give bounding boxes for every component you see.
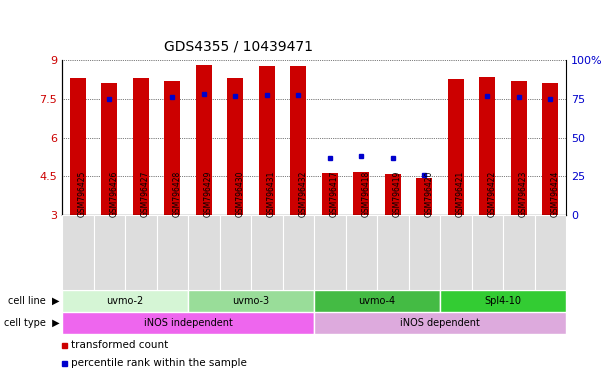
Text: GSM796430: GSM796430 — [235, 171, 244, 217]
Bar — [188, 290, 314, 312]
Bar — [440, 215, 472, 290]
Bar — [196, 65, 211, 215]
Text: percentile rank within the sample: percentile rank within the sample — [71, 358, 247, 368]
Text: GSM796429: GSM796429 — [203, 171, 213, 217]
Text: GSM796417: GSM796417 — [330, 171, 338, 217]
Bar — [125, 215, 156, 290]
Bar — [62, 312, 314, 334]
Bar — [314, 312, 566, 334]
Text: GSM796427: GSM796427 — [141, 171, 150, 217]
Text: GSM796432: GSM796432 — [298, 171, 307, 217]
Bar — [164, 81, 180, 215]
Bar — [62, 290, 188, 312]
Bar — [156, 215, 188, 290]
Bar — [314, 290, 440, 312]
Text: GSM796419: GSM796419 — [393, 171, 402, 217]
Text: GSM796424: GSM796424 — [551, 171, 559, 217]
Text: uvmo-2: uvmo-2 — [106, 296, 144, 306]
Text: uvmo-4: uvmo-4 — [359, 296, 395, 306]
Bar — [219, 215, 251, 290]
Bar — [322, 173, 338, 215]
Bar — [227, 78, 243, 215]
Bar — [416, 177, 432, 215]
Text: GSM796421: GSM796421 — [456, 171, 465, 217]
Text: GSM796428: GSM796428 — [172, 171, 181, 217]
Bar — [259, 66, 274, 215]
Bar — [93, 215, 125, 290]
Bar — [290, 66, 306, 215]
Bar — [133, 78, 148, 215]
Text: GSM796426: GSM796426 — [109, 171, 119, 217]
Bar — [62, 215, 93, 290]
Text: uvmo-3: uvmo-3 — [232, 296, 269, 306]
Bar — [101, 83, 117, 215]
Text: GSM796431: GSM796431 — [267, 171, 276, 217]
Text: iNOS independent: iNOS independent — [144, 318, 232, 328]
Bar — [448, 79, 464, 215]
Bar — [282, 215, 314, 290]
Bar — [535, 215, 566, 290]
Bar — [472, 215, 503, 290]
Text: cell line  ▶: cell line ▶ — [9, 296, 60, 306]
Text: GDS4355 / 10439471: GDS4355 / 10439471 — [164, 39, 313, 53]
Text: GSM796420: GSM796420 — [424, 171, 433, 217]
Text: transformed count: transformed count — [71, 340, 168, 350]
Bar — [503, 215, 535, 290]
Text: GSM796423: GSM796423 — [519, 171, 528, 217]
Bar — [345, 215, 377, 290]
Bar — [440, 290, 566, 312]
Text: Spl4-10: Spl4-10 — [485, 296, 522, 306]
Bar — [377, 215, 409, 290]
Bar — [511, 81, 527, 215]
Bar — [70, 78, 86, 215]
Bar — [385, 174, 401, 215]
Bar — [353, 172, 369, 215]
Bar — [543, 83, 558, 215]
Text: GSM796418: GSM796418 — [361, 171, 370, 217]
Text: GSM796422: GSM796422 — [487, 171, 496, 217]
Bar — [480, 77, 495, 215]
Bar — [188, 215, 219, 290]
Text: iNOS dependent: iNOS dependent — [400, 318, 480, 328]
Bar — [314, 215, 345, 290]
Bar — [251, 215, 282, 290]
Text: GSM796425: GSM796425 — [78, 171, 87, 217]
Text: cell type  ▶: cell type ▶ — [4, 318, 60, 328]
Bar — [409, 215, 440, 290]
